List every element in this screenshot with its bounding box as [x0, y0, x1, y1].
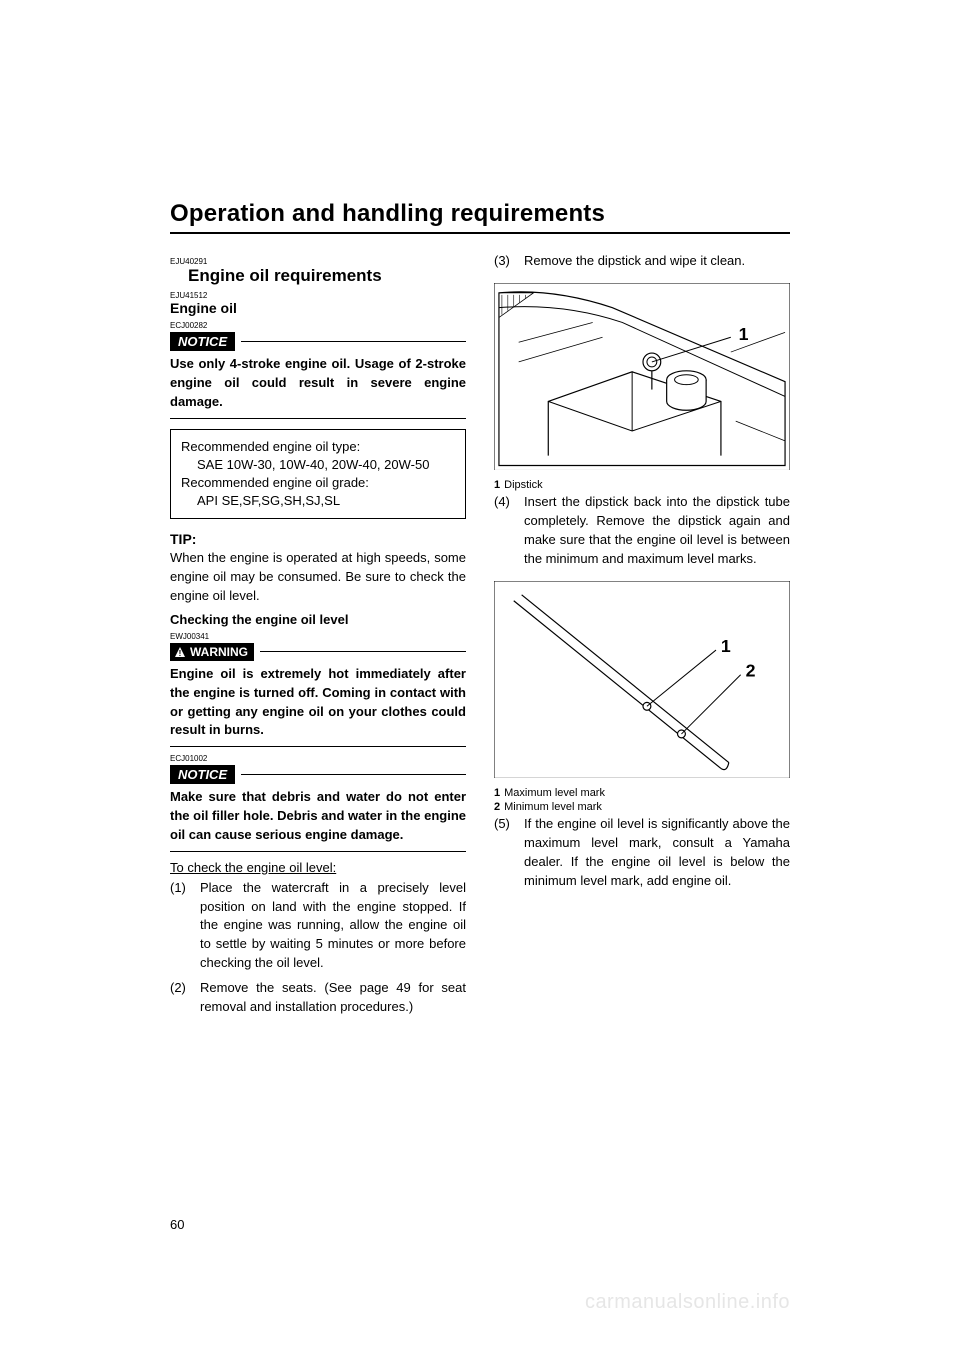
list-item: (5) If the engine oil level is significa…: [494, 815, 790, 890]
caption-num: 1: [494, 479, 500, 491]
spec-value: SAE 10W-30, 10W-40, 20W-40, 20W-50: [181, 456, 455, 474]
notice-label: NOTICE: [170, 765, 235, 784]
figure-caption: 2 Minimum level mark: [494, 801, 790, 813]
caption-text: Maximum level mark: [504, 787, 605, 799]
step-text: Place the watercraft in a precisely leve…: [200, 879, 466, 973]
divider: [170, 418, 466, 419]
figure-caption: 1 Maximum level mark: [494, 787, 790, 799]
spec-value: API SE,SF,SG,SH,SJ,SL: [181, 492, 455, 510]
subsection-title: Engine oil: [170, 300, 466, 316]
warning-text: Engine oil is extremely hot immediately …: [170, 665, 466, 740]
step-text: Remove the dipstick and wipe it clean.: [524, 252, 790, 271]
chapter-rule: [170, 232, 790, 234]
spec-line: Recommended engine oil grade:: [181, 474, 455, 492]
notice-text: Make sure that debris and water do not e…: [170, 788, 466, 845]
manual-page: Operation and handling requirements EJU4…: [0, 0, 960, 1358]
notice-header: NOTICE: [170, 765, 466, 784]
list-item: (4) Insert the dipstick back into the di…: [494, 493, 790, 568]
watermark: carmanualsonline.info: [585, 1291, 790, 1314]
notice-header: NOTICE: [170, 332, 466, 351]
ref-code: ECJ01002: [170, 755, 466, 763]
warning-rule: [260, 651, 466, 652]
warning-header: ! WARNING: [170, 643, 466, 661]
step-index: (3): [494, 252, 518, 271]
section-title: Engine oil requirements: [170, 266, 466, 286]
caption-num: 2: [494, 801, 500, 813]
step-index: (4): [494, 493, 518, 568]
notice-rule: [241, 774, 466, 775]
ref-code: EJU40291: [170, 258, 466, 266]
caption-text: Minimum level mark: [504, 801, 602, 813]
spec-line: Recommended engine oil type:: [181, 438, 455, 456]
caption-num: 1: [494, 787, 500, 799]
two-column-layout: EJU40291 Engine oil requirements EJU4151…: [170, 252, 790, 1023]
divider: [170, 746, 466, 747]
procedure-list: (4) Insert the dipstick back into the di…: [494, 493, 790, 568]
figure-level-marks: 1 2: [494, 581, 790, 778]
step-text: Insert the dipstick back into the dipsti…: [524, 493, 790, 568]
ref-code: EWJ00341: [170, 633, 466, 641]
warning-label: ! WARNING: [170, 643, 254, 661]
warning-label-text: WARNING: [190, 646, 248, 658]
check-heading: Checking the engine oil level: [170, 612, 466, 627]
step-index: (5): [494, 815, 518, 890]
figure-callout: 2: [746, 660, 756, 680]
warning-icon: !: [174, 646, 186, 658]
divider: [170, 851, 466, 852]
figure-callout: 1: [739, 324, 749, 344]
list-item: (2) Remove the seats. (See page 49 for s…: [170, 979, 466, 1017]
figure-dipstick: 1: [494, 283, 790, 470]
step-text: Remove the seats. (See page 49 for seat …: [200, 979, 466, 1017]
procedure-list: (1) Place the watercraft in a precisely …: [170, 879, 466, 1017]
ref-code: ECJ00282: [170, 322, 466, 330]
page-number: 60: [170, 1217, 184, 1232]
tip-heading: TIP:: [170, 531, 466, 547]
procedure-list: (3) Remove the dipstick and wipe it clea…: [494, 252, 790, 271]
notice-label: NOTICE: [170, 332, 235, 351]
chapter-title: Operation and handling requirements: [170, 200, 790, 228]
svg-text:!: !: [179, 649, 182, 658]
procedure-list: (5) If the engine oil level is significa…: [494, 815, 790, 890]
step-index: (1): [170, 879, 194, 973]
figure-caption: 1 Dipstick: [494, 479, 790, 491]
left-column: EJU40291 Engine oil requirements EJU4151…: [170, 252, 466, 1023]
right-column: (3) Remove the dipstick and wipe it clea…: [494, 252, 790, 1023]
figure-callout: 1: [721, 636, 731, 656]
notice-rule: [241, 341, 466, 342]
step-text: If the engine oil level is significantly…: [524, 815, 790, 890]
list-item: (1) Place the watercraft in a precisely …: [170, 879, 466, 973]
step-index: (2): [170, 979, 194, 1017]
tip-text: When the engine is operated at high spee…: [170, 549, 466, 606]
procedure-heading: To check the engine oil level:: [170, 860, 466, 875]
caption-text: Dipstick: [504, 479, 543, 491]
ref-code: EJU41512: [170, 292, 466, 300]
notice-text: Use only 4-stroke engine oil. Usage of 2…: [170, 355, 466, 412]
spec-box: Recommended engine oil type: SAE 10W-30,…: [170, 429, 466, 520]
list-item: (3) Remove the dipstick and wipe it clea…: [494, 252, 790, 271]
